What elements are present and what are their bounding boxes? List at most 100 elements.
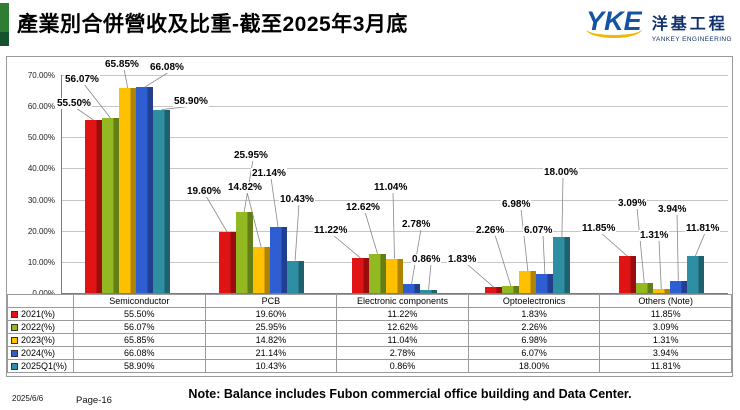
callout-line [428,263,432,291]
company-logo: YKE 洋基工程 YANKEY ENGINEERING [586,6,732,43]
legend-item: 2021(%) [7,307,74,321]
table-row: 2022(%) 56.07% 25.95% 12.62% 2.26% 3.09% [7,320,732,334]
bar [420,290,437,293]
table-row: 2025Q1(%) 58.90% 10.43% 0.86% 18.00% 11.81% [7,359,732,373]
bar [218,231,236,293]
callout-line [332,234,361,259]
y-axis-tick-label: 30.00% [27,195,55,205]
table-category-header: Others (Note) [599,294,732,308]
bar-value-label: 0.86% [411,254,442,265]
callout-lines [75,68,706,291]
table-cell: 0.86% [336,359,469,373]
bar-value-label: 3.94% [657,204,688,215]
callout-line [694,232,706,257]
y-axis-tick-label: 70.00% [27,71,55,80]
callout-line [600,232,628,257]
legend-label: 2022(%) [21,322,56,332]
callout-line [364,211,378,254]
legend-item: 2022(%) [7,320,74,334]
callout-line [205,195,228,233]
logo-company-name-zh: 洋基工程 [651,16,728,33]
legend-swatch [11,362,18,370]
bar-value-label: 25.95% [233,150,269,161]
table-cell: 19.60% [204,307,338,321]
bar-value-label: 18.00% [543,167,579,178]
bar [352,258,369,293]
bar [652,288,670,293]
callout-line [494,234,512,287]
legend-swatch [11,323,18,331]
legend-label: 2021(%) [21,309,56,319]
table-category-header: Optoelectronics [467,294,601,308]
bar-value-label: 6.98% [501,199,532,210]
table-cell: 12.62% [336,320,469,334]
table-cell: 11.04% [336,333,469,347]
legend-item: 2024(%) [7,346,74,360]
table-cell: 3.09% [599,320,732,334]
bar-value-label: 1.83% [447,254,478,265]
bar [286,260,304,293]
bar [403,284,420,293]
table-category-header: Electronic components [336,294,469,308]
bar [153,109,171,293]
bar [553,236,571,293]
callout-line [392,191,395,259]
bar-value-label: 2.78% [401,219,432,230]
table-cell: 6.07% [467,346,601,360]
table-cell: 10.43% [204,359,338,373]
table-cell: 55.50% [73,307,206,321]
bar [618,256,636,293]
table-header-row: Semiconductor PCB Electronic components Opt… [7,294,732,308]
legend-swatch [11,310,18,318]
table-row: 2023(%) 65.85% 14.82% 11.04% 6.98% 1.31% [7,333,732,347]
legend-item-inner: 2024(%) [9,348,72,358]
callout-line [270,177,279,228]
table-cell: 3.94% [599,346,732,360]
y-axis-tick-label: 40.00% [27,164,55,174]
y-axis-tick-label: 0.00% [7,289,55,298]
table-cell: 1.83% [467,307,601,321]
callout-line [658,239,662,289]
logo-text: 洋基工程 YANKEY ENGINEERING [652,6,732,43]
y-axis-tick-label: 60.00% [27,102,55,112]
bar-value-label: 11.22% [313,225,349,236]
bar [485,287,503,293]
bar [119,87,137,293]
bar-value-label: 19.60% [186,186,222,197]
table-cell: 21.14% [204,346,338,360]
y-axis-tick-label: 50.00% [27,133,55,143]
title-accent-bar [0,3,9,46]
legend-label: 2025Q1(%) [21,361,68,371]
bar [386,258,403,293]
bar-value-label: 11.81% [685,223,721,234]
table-cell: 14.82% [204,333,338,347]
bar-value-label: 56.07% [64,74,100,85]
table-row: 2021(%) 55.50% 19.60% 11.22% 1.83% 11.85% [7,307,732,321]
grid-line [61,230,728,232]
bar-value-label: 11.85% [581,223,617,234]
table-cell: 2.78% [336,346,469,360]
x-axis-line [61,293,728,294]
callout-line [294,203,300,261]
bar [269,227,287,293]
callout-line [561,176,564,237]
grid-line [61,168,728,170]
callout-line [75,107,94,121]
table-cell: 11.81% [599,359,732,373]
bar [136,87,154,293]
bar [669,280,687,293]
table-cell: 2.26% [467,320,601,334]
table-category-header: PCB [204,294,338,308]
bar [686,256,704,293]
grid-line [61,137,728,139]
table-cell: 6.98% [467,333,601,347]
y-axis-line [61,75,62,293]
bar [252,246,270,293]
footer-note: Note: Balance includes Fubon commercial … [188,387,632,401]
bar-value-label: 21.14% [251,168,287,179]
callout-line [542,234,546,275]
grid-line [61,75,728,76]
callout-line [246,191,262,247]
table-category-header: Semiconductor [73,294,206,308]
logo-company-name-en: YANKEY ENGINEERING [651,36,732,43]
